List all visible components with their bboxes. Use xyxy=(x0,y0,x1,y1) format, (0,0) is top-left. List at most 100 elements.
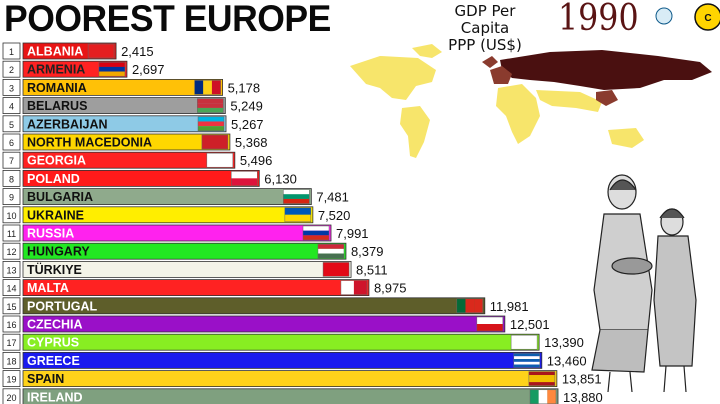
bar xyxy=(22,206,314,224)
category-label: AZERBAIJAN xyxy=(27,117,108,131)
category-label: GREECE xyxy=(27,354,80,368)
flag-band xyxy=(547,389,556,404)
bar-row-portugal: 15 PORTUGAL 11,981 xyxy=(2,297,529,315)
flag-band xyxy=(513,356,540,359)
flag-border xyxy=(528,371,556,386)
rank-label: 3 xyxy=(9,83,14,93)
rank-box xyxy=(2,151,21,169)
flag-band xyxy=(283,198,310,204)
rank-label: 18 xyxy=(6,356,16,366)
rank-box xyxy=(2,297,21,315)
bar-row-ukraine: 10 UKRAINE 7,520 xyxy=(2,206,351,224)
flag-band xyxy=(538,389,548,404)
bar xyxy=(22,388,559,404)
bar xyxy=(22,97,226,114)
value-label: 12,501 xyxy=(510,317,550,332)
category-label: CYPRUS xyxy=(27,336,79,350)
bar xyxy=(22,351,543,369)
flag-border xyxy=(201,134,229,150)
rank-box xyxy=(2,315,21,333)
bar xyxy=(22,279,370,297)
value-label: 7,481 xyxy=(316,190,349,205)
rank-box xyxy=(2,370,21,388)
value-label: 8,379 xyxy=(351,244,384,259)
value-label: 8,511 xyxy=(356,262,388,277)
hungary-flag xyxy=(317,243,345,259)
flag-band xyxy=(513,361,540,365)
flag-band xyxy=(476,324,503,331)
rank-box xyxy=(2,79,21,96)
flag-border xyxy=(510,334,538,350)
children-illustration xyxy=(591,174,697,393)
rank-box xyxy=(2,260,21,278)
bar xyxy=(22,242,347,260)
bar-row-azerbaijan: 5 AZERBAIJAN 5,267 xyxy=(2,115,264,133)
bar-row-albania: 1 ALBANIA 2,415 xyxy=(2,42,154,60)
poland-flag xyxy=(231,171,258,186)
rank-label: 14 xyxy=(6,284,16,294)
rank-label: 20 xyxy=(6,393,16,403)
rank-box xyxy=(2,97,21,114)
value-label: 7,520 xyxy=(318,208,351,223)
rank-label: 5 xyxy=(9,120,14,130)
flag-band xyxy=(198,116,225,122)
north-macedonia-flag xyxy=(201,134,229,150)
rank-box xyxy=(2,279,21,297)
armenia-flag xyxy=(98,61,126,77)
flag-border xyxy=(283,189,310,204)
bar-row-hungary: 12 HUNGARY 8,379 xyxy=(2,242,384,260)
value-label: 13,390 xyxy=(544,335,584,350)
bar-row-bulgaria: 9 BULGARIA 7,481 xyxy=(2,188,349,206)
rank-box xyxy=(2,242,21,260)
category-label: TÜRKIYE xyxy=(27,262,82,277)
rank-label: 6 xyxy=(9,138,14,148)
flag-band xyxy=(206,153,233,168)
value-label: 5,267 xyxy=(231,117,264,132)
rank-label: 2 xyxy=(9,65,14,75)
flag-band xyxy=(511,335,538,350)
category-label: BULGARIA xyxy=(27,190,93,204)
flag-band xyxy=(317,253,344,259)
flag-band xyxy=(474,298,483,313)
flag-band xyxy=(203,80,212,95)
flag-band xyxy=(317,248,344,254)
bar xyxy=(22,297,486,315)
subtitle-line-1: GDP Per Capita xyxy=(454,2,516,37)
rank-box xyxy=(2,388,21,404)
rank-label: 15 xyxy=(6,302,16,312)
flag-border xyxy=(197,98,224,113)
bar-row-malta: 14 MALTA 8,975 xyxy=(2,279,407,297)
azerbaijan-flag xyxy=(197,116,225,132)
portugal-flag xyxy=(456,298,484,314)
malta-flag xyxy=(340,280,368,295)
bar xyxy=(22,260,352,278)
category-label: POLAND xyxy=(27,172,80,186)
value-label: 7,991 xyxy=(336,226,369,241)
flag-border xyxy=(317,243,345,259)
rank-label: 7 xyxy=(9,156,14,166)
flag-band xyxy=(284,214,311,222)
bar-row-north-macedonia: 6 NORTH MACEDONIA 5,368 xyxy=(2,133,267,151)
value-label: 8,975 xyxy=(374,281,407,296)
georgia-flag xyxy=(206,152,234,168)
logos: C xyxy=(655,3,720,31)
rank-label: 9 xyxy=(9,193,14,203)
bar-row-romania: 3 ROMANIA 5,178 xyxy=(2,79,260,96)
flag-band xyxy=(465,298,475,313)
rank-label: 13 xyxy=(6,265,16,275)
flag-border xyxy=(513,353,541,368)
bar-row-türkiye: 13 TÜRKIYE 8,511 xyxy=(2,260,388,278)
ukraine-flag xyxy=(284,207,312,223)
flag-band xyxy=(98,71,125,77)
bar xyxy=(22,133,231,151)
rank-box xyxy=(2,206,21,224)
bar xyxy=(22,224,332,242)
value-label: 2,415 xyxy=(121,44,154,59)
rank-box xyxy=(2,351,21,369)
flag-band xyxy=(513,359,540,362)
flag-border xyxy=(476,316,504,332)
flag-band xyxy=(283,189,310,195)
value-label: 5,496 xyxy=(240,153,273,168)
flag-band xyxy=(513,364,540,368)
